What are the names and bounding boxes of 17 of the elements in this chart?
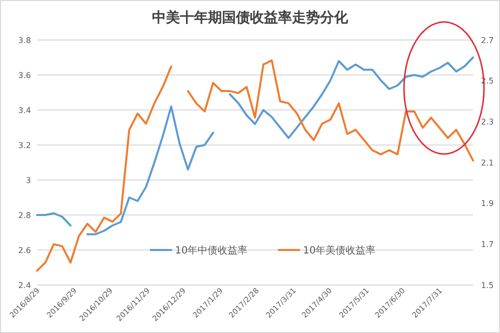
y2-tick-label: 2.7 — [481, 36, 494, 45]
chart-title: 中美十年期国债收益率走势分化 — [152, 9, 349, 26]
y2-tick-label: 2.1 — [481, 158, 494, 168]
y-tick-label: 2.4 — [18, 280, 31, 290]
y-tick-label: 2.6 — [18, 246, 31, 255]
y2-tick-label: 2.3 — [481, 117, 494, 126]
legend-label: 10年中债收益率 — [175, 244, 248, 256]
y-tick-label: 3.4 — [18, 106, 31, 115]
legend-label: 10年美债收益率 — [303, 244, 376, 256]
y-tick-label: 2.8 — [18, 210, 31, 220]
y2-tick-label: 1.7 — [481, 240, 494, 249]
y-tick-label: 3 — [26, 176, 31, 185]
y-tick-label: 3.8 — [18, 36, 31, 45]
y-tick-label: 3.2 — [18, 140, 31, 150]
y2-tick-label: 1.9 — [481, 199, 494, 208]
y-tick-label: 3.6 — [18, 70, 31, 80]
y2-tick-label: 1.5 — [481, 280, 494, 290]
